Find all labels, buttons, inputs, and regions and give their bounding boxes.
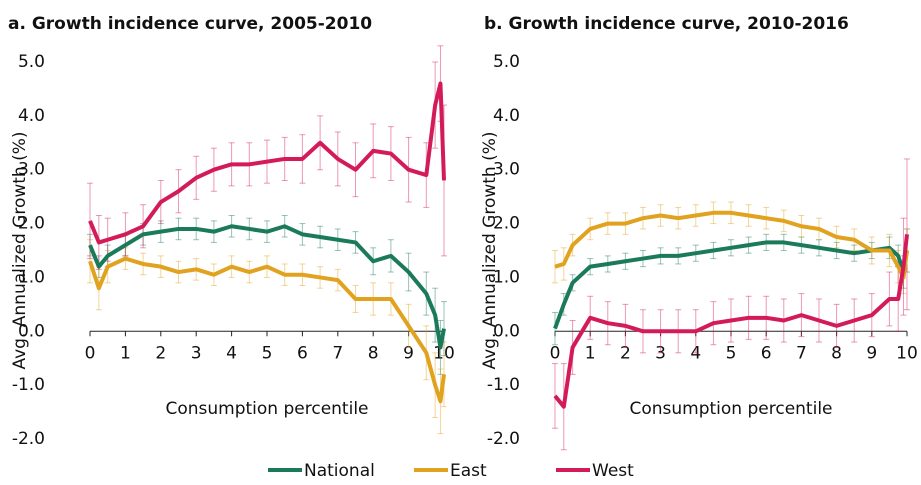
x-tick-label: 4 — [226, 343, 237, 363]
x-axis-label: Consumption percentile — [629, 399, 832, 419]
x-tick-label: 0 — [550, 343, 561, 363]
x-tick-label: 9 — [866, 343, 877, 363]
y-tick-label: 1.0 — [493, 267, 520, 287]
x-tick-label: 7 — [332, 343, 343, 363]
y-tick-label: 4.0 — [493, 106, 520, 126]
x-tick-label: 1 — [585, 343, 596, 363]
y-tick-label: -1.0 — [12, 375, 45, 395]
x-tick-label: 2 — [620, 343, 631, 363]
y-tick-label: 2.0 — [18, 214, 45, 234]
y-tick-label: 3.0 — [18, 160, 45, 180]
x-tick-label: 6 — [761, 343, 772, 363]
x-tick-label: 8 — [831, 343, 842, 363]
y-tick-label: 0.0 — [493, 321, 520, 341]
y-tick-label: 5.0 — [18, 52, 45, 72]
y-tick-label: -2.0 — [487, 429, 520, 449]
x-tick-label: 10 — [896, 343, 918, 363]
x-tick-label: 6 — [297, 343, 308, 363]
y-tick-label: -1.0 — [487, 375, 520, 395]
series-line — [88, 256, 446, 404]
x-tick-label: 5 — [726, 343, 737, 363]
series-line — [553, 234, 909, 409]
x-tick-label: 2 — [155, 343, 166, 363]
x-tick-label: 7 — [796, 343, 807, 363]
legend-label: National — [304, 461, 375, 481]
chart-title: a. Growth incidence curve, 2005-2010 — [8, 14, 372, 34]
x-tick-label: 1 — [120, 343, 131, 363]
series-line — [88, 81, 446, 245]
x-tick-label: 0 — [85, 343, 96, 363]
y-tick-label: 4.0 — [18, 106, 45, 126]
x-tick-label: 10 — [433, 343, 455, 363]
x-tick-label: 3 — [191, 343, 202, 363]
legend-label: West — [592, 461, 634, 481]
legend-label: East — [450, 461, 487, 481]
x-tick-label: 5 — [262, 343, 273, 363]
x-tick-label: 4 — [690, 343, 701, 363]
x-axis-label: Consumption percentile — [165, 399, 368, 419]
y-tick-label: -2.0 — [12, 429, 45, 449]
y-tick-label: 0.0 — [18, 321, 45, 341]
series-line — [88, 224, 446, 350]
y-tick-label: 2.0 — [493, 214, 520, 234]
y-axis-label: Avg. Annualized Growth (%) — [480, 131, 500, 369]
y-axis-label: Avg. Annualized Growth (%) — [10, 131, 30, 369]
y-tick-label: 1.0 — [18, 267, 45, 287]
y-tick-label: 5.0 — [493, 52, 520, 72]
chart-title: b. Growth incidence curve, 2010-2016 — [484, 14, 849, 34]
x-tick-label: 8 — [368, 343, 379, 363]
series-line — [554, 210, 909, 280]
x-tick-label: 3 — [655, 343, 666, 363]
x-tick-label: 9 — [403, 343, 414, 363]
y-tick-label: 3.0 — [493, 160, 520, 180]
